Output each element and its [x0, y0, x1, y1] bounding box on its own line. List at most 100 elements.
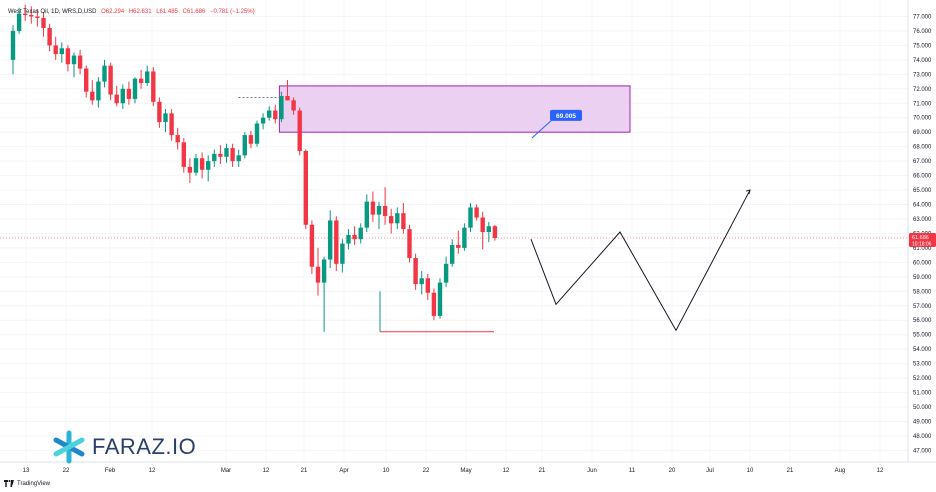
- candle[interactable]: [169, 109, 174, 141]
- candle[interactable]: [254, 120, 260, 147]
- candle[interactable]: [120, 84, 125, 110]
- price-callout-badge[interactable]: [550, 109, 582, 121]
- candle[interactable]: [346, 229, 351, 250]
- candle[interactable]: [480, 211, 485, 250]
- candle[interactable]: [84, 65, 89, 98]
- candle[interactable]: [419, 271, 424, 295]
- candle-body: [114, 94, 119, 104]
- y-tick-label: 48.000: [913, 434, 932, 440]
- candle[interactable]: [108, 62, 113, 101]
- candle[interactable]: [90, 80, 95, 105]
- candle[interactable]: [29, 6, 34, 24]
- candle[interactable]: [297, 107, 302, 156]
- candle[interactable]: [193, 153, 199, 176]
- candle[interactable]: [474, 204, 479, 221]
- candle[interactable]: [303, 149, 308, 230]
- candle[interactable]: [340, 239, 345, 273]
- candle[interactable]: [248, 130, 254, 149]
- candle[interactable]: [35, 9, 40, 27]
- candle[interactable]: [175, 127, 180, 150]
- candle[interactable]: [376, 201, 382, 230]
- candle[interactable]: [468, 203, 473, 232]
- candle[interactable]: [364, 194, 369, 232]
- candle[interactable]: [53, 36, 58, 60]
- y-tick-label: 52.000: [913, 376, 932, 382]
- candle[interactable]: [114, 85, 119, 107]
- candle-body: [328, 220, 333, 260]
- candle[interactable]: [236, 149, 241, 167]
- projection-path[interactable]: [530, 189, 751, 332]
- candle[interactable]: [462, 223, 467, 251]
- candle[interactable]: [151, 67, 156, 107]
- candle[interactable]: [279, 91, 284, 123]
- candle[interactable]: [181, 137, 186, 173]
- candle[interactable]: [77, 49, 83, 75]
- candle[interactable]: [59, 42, 64, 63]
- candle[interactable]: [486, 221, 491, 243]
- candle[interactable]: [395, 207, 400, 230]
- candle-body: [358, 227, 363, 240]
- candle[interactable]: [492, 224, 498, 241]
- candle[interactable]: [138, 69, 144, 89]
- candle[interactable]: [71, 52, 77, 78]
- candle[interactable]: [389, 208, 394, 234]
- candle[interactable]: [450, 239, 455, 267]
- candle[interactable]: [456, 230, 461, 254]
- candle[interactable]: [407, 224, 412, 263]
- candle[interactable]: [10, 25, 16, 75]
- candle[interactable]: [291, 97, 296, 115]
- candle[interactable]: [132, 77, 138, 104]
- x-tick-label: 10: [747, 468, 754, 474]
- candle[interactable]: [443, 256, 449, 287]
- candle[interactable]: [126, 81, 132, 105]
- candle[interactable]: [163, 109, 168, 133]
- candle[interactable]: [65, 45, 71, 72]
- candle[interactable]: [352, 226, 357, 246]
- candle[interactable]: [187, 158, 193, 183]
- candle[interactable]: [358, 223, 363, 244]
- candle[interactable]: [102, 59, 107, 88]
- candle[interactable]: [206, 155, 211, 182]
- candle[interactable]: [315, 247, 321, 296]
- candle[interactable]: [413, 253, 418, 290]
- candle[interactable]: [401, 203, 406, 234]
- candle[interactable]: [218, 145, 223, 165]
- chart-legend[interactable]: West Texas Oil, 1D, WRS,D,USD O62.294 H6…: [8, 9, 255, 15]
- candle[interactable]: [242, 132, 247, 159]
- candle[interactable]: [23, 4, 28, 21]
- candle[interactable]: [157, 97, 162, 128]
- candle[interactable]: [260, 113, 266, 130]
- candle-body: [382, 205, 388, 217]
- candle[interactable]: [309, 220, 315, 274]
- candle[interactable]: [273, 104, 278, 124]
- candle[interactable]: [230, 143, 235, 167]
- candle[interactable]: [16, 7, 22, 34]
- candle-body: [425, 278, 430, 293]
- candle[interactable]: [425, 273, 430, 300]
- supply-zone[interactable]: [278, 85, 631, 133]
- candle[interactable]: [334, 216, 339, 272]
- candle[interactable]: [96, 77, 101, 108]
- brand-name: FARAZ.IO: [92, 434, 197, 459]
- candle[interactable]: [370, 191, 376, 222]
- candle[interactable]: [431, 288, 437, 321]
- candle[interactable]: [145, 65, 150, 86]
- tradingview-watermark[interactable]: TradingView: [4, 480, 50, 487]
- candle[interactable]: [224, 143, 229, 163]
- candle[interactable]: [41, 12, 46, 37]
- candle[interactable]: [285, 80, 290, 101]
- candle[interactable]: [199, 152, 205, 179]
- candle[interactable]: [321, 256, 327, 332]
- time-axis[interactable]: 13 22 Feb 12 Mar 12 21 Apr 10 22 May 12 21 Jun 11 20 Jul…: [23, 468, 884, 474]
- candle[interactable]: [212, 149, 217, 167]
- candle[interactable]: [47, 23, 52, 52]
- candle[interactable]: [382, 187, 388, 225]
- candle-body: [462, 227, 467, 248]
- candle[interactable]: [328, 210, 333, 269]
- x-tick-label: Mar: [221, 468, 231, 474]
- candle[interactable]: [267, 106, 272, 121]
- y-tick-label: 74.000: [913, 58, 932, 64]
- candles[interactable]: [10, 4, 498, 332]
- candle[interactable]: [437, 278, 443, 319]
